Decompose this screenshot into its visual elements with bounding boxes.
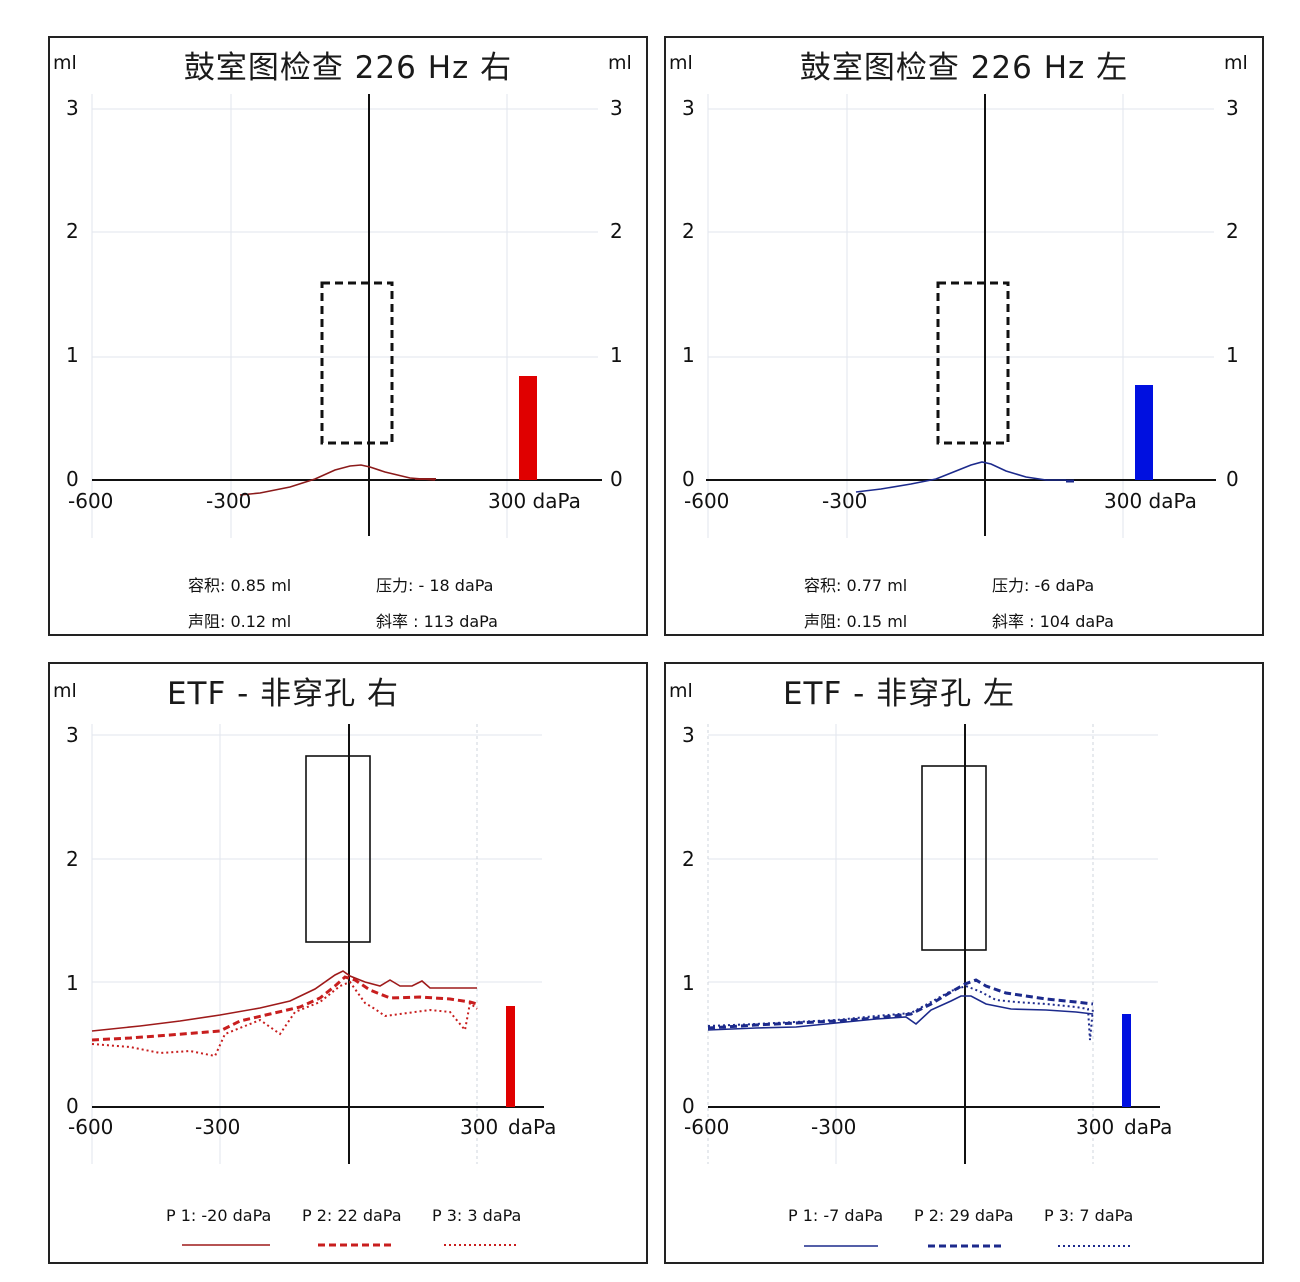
- x-tick-300: 300: [460, 1115, 499, 1139]
- y-tick-0: 0: [682, 1094, 695, 1118]
- tympanogram-left-plot: [706, 94, 1216, 538]
- y-tick-0: 0: [682, 467, 695, 491]
- x-unit-label: daPa: [1124, 1115, 1173, 1139]
- y-tick-2: 2: [682, 219, 695, 243]
- x-tick-minus-600: -600: [68, 489, 114, 513]
- tympanogram-left-panel: 鼓室图检查 226 Hz 左 ml ml 3 2 1 0 3 2 1 0 -60…: [664, 36, 1264, 636]
- y-tick-0-right: 0: [1226, 467, 1239, 491]
- y-unit-left: ml: [669, 680, 693, 702]
- x-tick-minus-300: -300: [811, 1115, 857, 1139]
- y-unit-left: ml: [669, 52, 693, 74]
- etf-left-panel: ETF - 非穿孔 左 ml 3 2 1 0 -600 -300 300 daP…: [664, 662, 1264, 1264]
- tympanogram-right-panel: 鼓室图检查 226 Hz 右 ml ml 3 2 1 0 3 2 1 0 -60…: [48, 36, 648, 636]
- y-unit-left: ml: [53, 680, 77, 702]
- legend-p3: P 3: 7 daPa: [1044, 1206, 1134, 1225]
- x-tick-minus-600: -600: [684, 489, 730, 513]
- x-tick-minus-300: -300: [822, 489, 868, 513]
- y-tick-3: 3: [66, 723, 79, 747]
- y-unit-right: ml: [608, 52, 632, 74]
- y-tick-1: 1: [682, 343, 695, 367]
- y-tick-0: 0: [66, 467, 79, 491]
- legend-p2: P 2: 29 daPa: [914, 1206, 1014, 1225]
- y-tick-2-right: 2: [610, 219, 623, 243]
- x-unit-label: daPa: [508, 1115, 557, 1139]
- x-tick-minus-600: -600: [68, 1115, 114, 1139]
- etf-right-panel: ETF - 非穿孔 右 ml 3 2 1 0 -600 -300 300 da: [48, 662, 648, 1264]
- panel-title: ETF - 非穿孔 左: [782, 676, 1016, 712]
- legend-p1: P 1: -20 daPa: [166, 1206, 272, 1225]
- tympanogram-right-plot: [91, 94, 602, 538]
- y-tick-1: 1: [66, 343, 79, 367]
- stat-compliance: 声阻: 0.12 ml: [188, 612, 292, 631]
- y-tick-3: 3: [682, 96, 695, 120]
- stat-gradient: 斜率 : 104 daPa: [992, 612, 1114, 631]
- y-tick-2: 2: [682, 847, 695, 871]
- legend-p1: P 1: -7 daPa: [788, 1206, 884, 1225]
- x-tick-300: 300 daPa: [1104, 489, 1197, 513]
- etf-right-plot: [91, 724, 544, 1247]
- y-tick-3-right: 3: [1226, 96, 1239, 120]
- y-tick-1: 1: [682, 971, 695, 995]
- stat-pressure: 压力: - 18 daPa: [376, 576, 494, 595]
- legend-p3: P 3: 3 daPa: [432, 1206, 522, 1225]
- x-tick-300: 300: [1076, 1115, 1115, 1139]
- y-tick-2: 2: [66, 219, 79, 243]
- x-tick-minus-600: -600: [684, 1115, 730, 1139]
- y-unit-right: ml: [1224, 52, 1248, 74]
- stat-volume: 容积: 0.85 ml: [188, 576, 292, 595]
- y-tick-1-right: 1: [1226, 343, 1239, 367]
- stat-gradient: 斜率 : 113 daPa: [376, 612, 498, 631]
- y-tick-2-right: 2: [1226, 219, 1239, 243]
- y-unit-left: ml: [53, 52, 77, 74]
- y-tick-3: 3: [682, 723, 695, 747]
- y-tick-0-right: 0: [610, 467, 623, 491]
- y-tick-2: 2: [66, 847, 79, 871]
- y-tick-3: 3: [66, 96, 79, 120]
- legend-p2: P 2: 22 daPa: [302, 1206, 402, 1225]
- x-tick-minus-300: -300: [206, 489, 252, 513]
- panel-title: ETF - 非穿孔 右: [166, 676, 400, 712]
- x-tick-300: 300 daPa: [488, 489, 581, 513]
- etf-left-plot: [707, 724, 1160, 1248]
- y-tick-0: 0: [66, 1094, 79, 1118]
- stat-volume: 容积: 0.77 ml: [804, 576, 908, 595]
- stat-pressure: 压力: -6 daPa: [992, 576, 1095, 595]
- panel-title: 鼓室图检查 226 Hz 左: [799, 50, 1129, 86]
- y-tick-3-right: 3: [610, 96, 623, 120]
- x-tick-minus-300: -300: [195, 1115, 241, 1139]
- y-tick-1-right: 1: [610, 343, 623, 367]
- y-tick-1: 1: [66, 971, 79, 995]
- panel-title: 鼓室图检查 226 Hz 右: [183, 50, 513, 86]
- stat-compliance: 声阻: 0.15 ml: [804, 612, 908, 631]
